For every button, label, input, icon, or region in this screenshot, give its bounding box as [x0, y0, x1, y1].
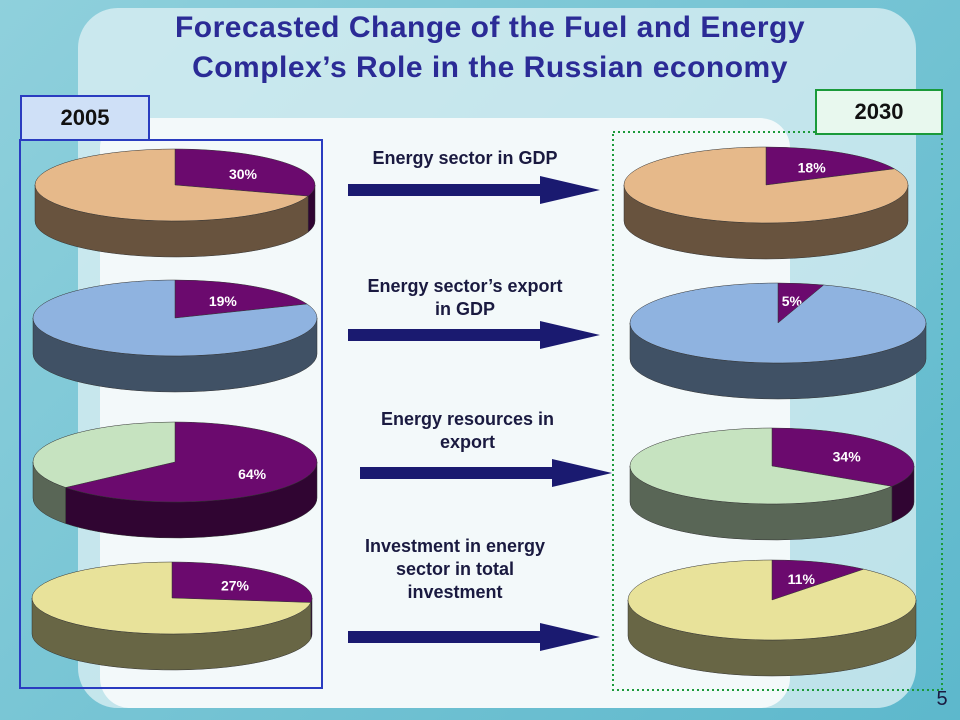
indicator-label: Investment in energy sector in total inv…	[364, 536, 546, 602]
pie-label: 27%	[221, 577, 250, 593]
page-number: 5	[936, 688, 948, 710]
pie-slice	[771, 559, 865, 601]
arrow	[348, 321, 600, 349]
arrow	[348, 176, 600, 204]
pie-slice	[174, 148, 316, 197]
pie-slice	[32, 421, 176, 488]
pie-label: 64%	[238, 466, 267, 482]
indicator-label: Energy sector in GDP	[372, 148, 558, 168]
pie-slice	[31, 561, 312, 635]
pie-slice	[34, 148, 309, 222]
year-label: 2005	[20, 95, 150, 141]
pie-label: 30%	[229, 166, 258, 182]
pie-label: 11%	[788, 571, 816, 587]
pie-slice	[629, 427, 893, 505]
indicator-label: Energy sector’s export in GDP	[367, 276, 563, 319]
arrow	[348, 623, 600, 651]
pie-slice	[32, 279, 318, 357]
pie-label: 19%	[209, 293, 238, 309]
pie-label: 18%	[798, 159, 827, 175]
arrows	[348, 176, 612, 651]
pie-slice	[629, 282, 927, 364]
panel-inner	[100, 118, 790, 708]
frame-2030	[612, 131, 943, 691]
pie-slice	[771, 427, 915, 487]
pie-slice	[627, 559, 917, 641]
frame-2005	[19, 139, 323, 689]
pie-slice	[174, 279, 308, 319]
arrow	[360, 459, 612, 487]
year-label: 2030	[815, 89, 943, 135]
pie-slice	[765, 146, 896, 186]
indicator-label: Energy resources in export	[380, 409, 555, 452]
title: Forecasted Change of the Fuel and Energy…	[174, 11, 806, 84]
pie-label: 34%	[833, 449, 862, 465]
pie-slice	[623, 146, 909, 224]
pie-label: 5%	[782, 293, 803, 309]
pie-slice	[171, 561, 313, 603]
pie-slice	[64, 421, 318, 503]
